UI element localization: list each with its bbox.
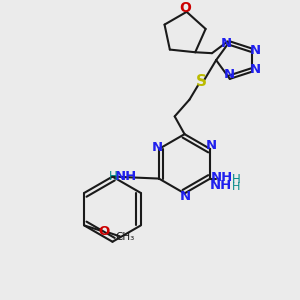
Text: NH: NH <box>211 171 233 184</box>
Text: H: H <box>232 173 240 186</box>
Text: N: N <box>250 63 261 76</box>
Text: NH: NH <box>210 179 232 192</box>
Text: S: S <box>196 74 207 89</box>
Text: H: H <box>232 182 240 193</box>
Text: NH: NH <box>115 170 137 183</box>
Text: N: N <box>206 140 217 152</box>
Text: H: H <box>109 170 117 183</box>
Text: O: O <box>180 1 192 15</box>
Text: CH₃: CH₃ <box>115 232 134 242</box>
Text: N: N <box>250 44 261 57</box>
Text: N: N <box>220 37 231 50</box>
Text: N: N <box>152 142 163 154</box>
Text: N: N <box>224 68 235 81</box>
Text: N: N <box>180 190 191 203</box>
Text: O: O <box>98 225 110 238</box>
